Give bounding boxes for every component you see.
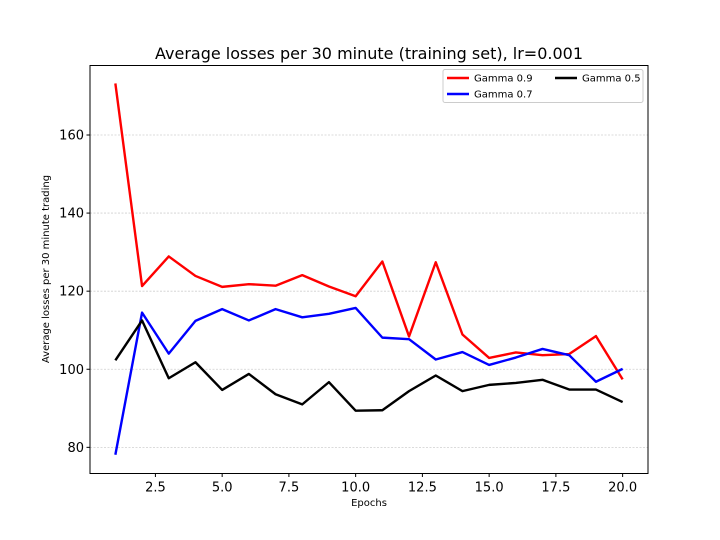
y-axis-ticks: 80 100 120 140 160: [59, 128, 90, 456]
legend-label: Gamma 0.7: [474, 90, 533, 101]
x-tick-label: 15.0: [475, 481, 504, 496]
series-line-gamma-0-9: [114, 83, 624, 381]
x-tick-label: 10.0: [341, 481, 370, 496]
legend: Gamma 0.9 Gamma 0.7 Gamma 0.5: [442, 69, 644, 103]
legend-box: [442, 69, 644, 103]
x-tick-label: 17.5: [541, 481, 570, 496]
x-tick-label: 12.5: [408, 481, 437, 496]
legend-label: Gamma 0.9: [474, 74, 533, 85]
y-axis-label: Average losses per 30 minute trading: [41, 175, 52, 363]
series-lines: [114, 83, 624, 455]
x-axis-ticks: 2.5 5.0 7.5 10.0 12.5 15.0 17.5 20.0: [145, 473, 637, 496]
y-tick-label: 100: [59, 363, 84, 378]
y-tick-label: 120: [59, 285, 84, 300]
y-tick-label: 160: [59, 128, 84, 143]
x-tick-label: 20.0: [608, 481, 637, 496]
plot-frame: [89, 65, 649, 474]
x-tick-label: 5.0: [212, 481, 233, 496]
x-tick-label: 7.5: [279, 481, 300, 496]
y-tick-label: 80: [67, 441, 84, 456]
legend-label: Gamma 0.5: [582, 74, 641, 85]
series-line-gamma-0-5: [114, 319, 624, 412]
x-axis-label: Epochs: [351, 498, 387, 509]
chart-title: Average losses per 30 minute (training s…: [155, 44, 583, 63]
x-tick-label: 2.5: [145, 481, 166, 496]
y-tick-label: 140: [59, 207, 84, 222]
series-line-gamma-0-7: [114, 306, 624, 455]
